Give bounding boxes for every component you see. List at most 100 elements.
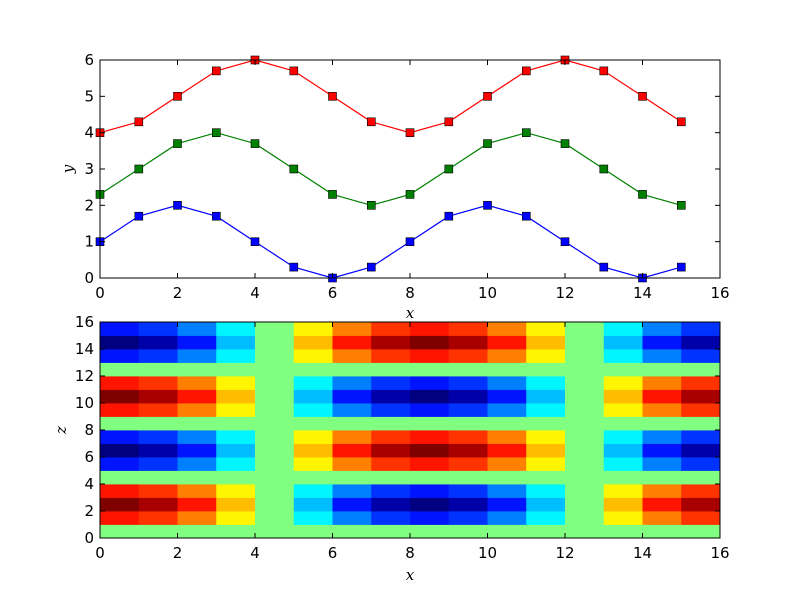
heatmap-cell bbox=[332, 403, 372, 417]
heatmap-cell bbox=[332, 322, 372, 336]
heatmap-cell bbox=[255, 457, 295, 471]
heatmap-cell bbox=[255, 470, 295, 485]
y-tick-label: 3 bbox=[84, 160, 94, 178]
heatmap-cell bbox=[448, 457, 488, 471]
x-tick-label: 4 bbox=[250, 284, 260, 302]
heatmap-cell bbox=[293, 443, 333, 458]
heatmap-cell bbox=[410, 362, 450, 377]
series-2-point bbox=[405, 128, 415, 137]
line-chart-x-axis-label: x bbox=[406, 304, 415, 322]
line-chart-series-group bbox=[95, 55, 686, 283]
series-1-point bbox=[250, 139, 260, 148]
heatmap-cell bbox=[681, 403, 721, 417]
heatmap-cell bbox=[410, 376, 450, 390]
heatmap-cell bbox=[410, 470, 450, 485]
heatmap-cell bbox=[681, 497, 721, 512]
x-tick-label: 10 bbox=[478, 544, 497, 562]
heatmap-cell bbox=[448, 335, 488, 350]
heatmap-cell bbox=[603, 362, 643, 377]
heatmap-cell bbox=[410, 524, 450, 539]
heatmap-cell bbox=[642, 484, 682, 498]
heatmap-cell bbox=[526, 416, 566, 431]
heatmap-cell bbox=[603, 389, 643, 404]
heatmap-cell bbox=[216, 511, 256, 525]
heatmap-cell bbox=[371, 403, 411, 417]
heatmap-cell bbox=[410, 457, 450, 471]
heatmap-cell bbox=[603, 349, 643, 363]
heatmap-cell bbox=[410, 484, 450, 498]
heatmap-cell bbox=[138, 403, 178, 417]
heatmap-cell bbox=[138, 362, 178, 377]
heatmap-cell bbox=[526, 457, 566, 471]
heatmap-cell bbox=[642, 511, 682, 525]
series-2-point bbox=[134, 117, 144, 127]
x-tick-label: 0 bbox=[95, 544, 105, 562]
heatmap-cell bbox=[138, 457, 178, 471]
heatmap-cell bbox=[642, 376, 682, 390]
heatmap-cell bbox=[448, 511, 488, 525]
heatmap-cell bbox=[332, 349, 372, 363]
series-2-point bbox=[173, 92, 182, 101]
heatmap-cell bbox=[371, 457, 411, 471]
series-line-2 bbox=[99, 59, 682, 134]
heatmap-cell bbox=[100, 524, 140, 539]
heatmap-cell bbox=[642, 497, 682, 512]
heatmap-cell bbox=[410, 511, 450, 525]
heatmap-cell bbox=[487, 511, 527, 525]
heatmap-cell bbox=[487, 484, 527, 498]
heatmap-cell bbox=[293, 511, 333, 525]
heatmap-cell bbox=[603, 443, 643, 458]
series-0-point bbox=[405, 237, 415, 246]
heatmap-cell bbox=[565, 389, 605, 404]
heatmap-cell bbox=[681, 376, 721, 390]
heatmap-cell bbox=[487, 497, 527, 512]
x-tick-label: 6 bbox=[328, 284, 338, 302]
heatmap-cell bbox=[410, 430, 450, 444]
y-tick-label: 16 bbox=[75, 313, 94, 331]
series-1-point bbox=[405, 190, 415, 199]
heatmap-cell bbox=[332, 524, 372, 539]
heatmap-cell bbox=[138, 349, 178, 363]
heatmap-cell bbox=[177, 470, 217, 485]
heatmap-cell bbox=[100, 470, 140, 485]
heatmap-cell bbox=[681, 362, 721, 377]
heatmap-cell bbox=[681, 389, 721, 404]
series-1-point bbox=[483, 139, 492, 148]
heatmap-cell bbox=[371, 524, 411, 539]
heatmap-cell bbox=[332, 511, 372, 525]
heatmap-cell bbox=[642, 335, 682, 350]
heatmap-cell bbox=[216, 376, 256, 390]
y-tick-label: 12 bbox=[75, 367, 94, 385]
heatmap-cell bbox=[565, 484, 605, 498]
heatmap-cell bbox=[177, 376, 217, 390]
series-1-point bbox=[134, 164, 144, 174]
heatmap-cell bbox=[526, 484, 566, 498]
series-0-point bbox=[250, 237, 260, 246]
heatmap-cell bbox=[177, 416, 217, 431]
heatmap-cell bbox=[177, 322, 217, 336]
x-tick-label: 2 bbox=[173, 284, 183, 302]
heatmap-cell bbox=[565, 430, 605, 444]
y-tick-label: 4 bbox=[84, 124, 94, 142]
heatmap-cell bbox=[487, 470, 527, 485]
heatmap-cell bbox=[526, 524, 566, 539]
heatmap-cell bbox=[177, 511, 217, 525]
heatmap-cell bbox=[138, 497, 178, 512]
heatmap-cell bbox=[642, 416, 682, 431]
x-tick-label: 0 bbox=[95, 284, 105, 302]
heatmap-cell bbox=[642, 443, 682, 458]
heatmap-cell bbox=[565, 416, 605, 431]
heatmap-cell bbox=[603, 376, 643, 390]
heatmap-cell bbox=[642, 430, 682, 444]
heatmap-cell bbox=[293, 403, 333, 417]
heatmap-cell bbox=[216, 362, 256, 377]
series-2-point bbox=[366, 117, 376, 127]
series-2-point bbox=[328, 92, 337, 101]
series-0-point bbox=[560, 237, 570, 246]
heatmap-cell bbox=[565, 511, 605, 525]
heatmap-cell bbox=[216, 403, 256, 417]
heatmap-cell bbox=[293, 497, 333, 512]
heatmap-cell bbox=[681, 322, 721, 336]
heatmap-cell bbox=[487, 335, 527, 350]
